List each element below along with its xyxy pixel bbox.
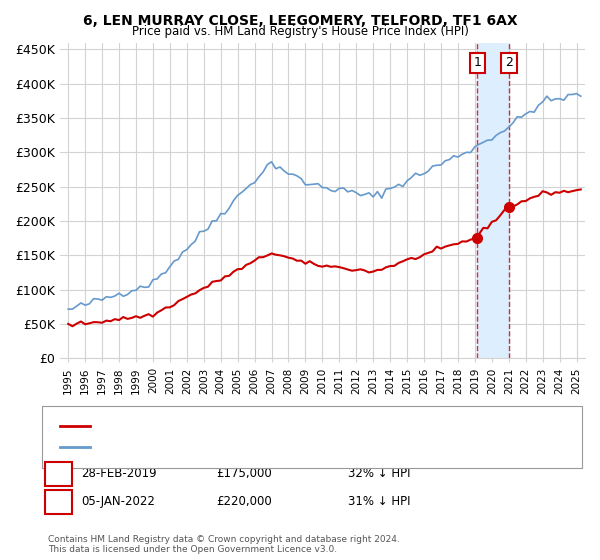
Text: 6, LEN MURRAY CLOSE, LEEGOMERY, TELFORD, TF1 6AX (detached house): 6, LEN MURRAY CLOSE, LEEGOMERY, TELFORD,… (96, 421, 481, 431)
Text: £220,000: £220,000 (216, 495, 272, 508)
Text: £175,000: £175,000 (216, 467, 272, 480)
Text: 31% ↓ HPI: 31% ↓ HPI (348, 495, 410, 508)
Text: 28-FEB-2019: 28-FEB-2019 (81, 467, 157, 480)
Text: HPI: Average price, detached house, Telford and Wrekin: HPI: Average price, detached house, Telf… (96, 442, 386, 452)
Text: 1: 1 (55, 467, 62, 480)
Text: 05-JAN-2022: 05-JAN-2022 (81, 495, 155, 508)
Text: 32% ↓ HPI: 32% ↓ HPI (348, 467, 410, 480)
Text: Price paid vs. HM Land Registry's House Price Index (HPI): Price paid vs. HM Land Registry's House … (131, 25, 469, 38)
Text: 1: 1 (473, 57, 481, 69)
Bar (478, 43, 509, 358)
Text: Contains HM Land Registry data © Crown copyright and database right 2024.
This d: Contains HM Land Registry data © Crown c… (48, 535, 400, 554)
Text: 2: 2 (505, 57, 513, 69)
Text: 6, LEN MURRAY CLOSE, LEEGOMERY, TELFORD, TF1 6AX: 6, LEN MURRAY CLOSE, LEEGOMERY, TELFORD,… (83, 14, 517, 28)
Text: 2: 2 (55, 495, 62, 508)
